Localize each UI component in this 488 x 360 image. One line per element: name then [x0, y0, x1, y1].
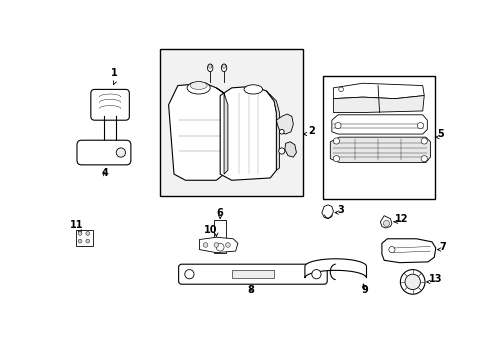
Polygon shape — [333, 83, 424, 99]
Polygon shape — [199, 237, 238, 253]
Circle shape — [388, 247, 394, 253]
Text: 3: 3 — [337, 204, 343, 215]
Circle shape — [333, 156, 339, 162]
Circle shape — [225, 243, 230, 247]
Polygon shape — [266, 91, 279, 170]
Polygon shape — [333, 95, 424, 112]
Circle shape — [311, 270, 321, 279]
FancyBboxPatch shape — [77, 140, 131, 165]
Bar — [214, 220, 226, 253]
Circle shape — [333, 138, 339, 144]
Polygon shape — [168, 83, 224, 180]
Polygon shape — [276, 114, 293, 134]
Polygon shape — [305, 259, 366, 278]
Circle shape — [334, 122, 341, 129]
Circle shape — [400, 270, 424, 294]
Bar — [231, 270, 274, 278]
Circle shape — [416, 122, 423, 129]
FancyBboxPatch shape — [91, 89, 129, 120]
Polygon shape — [216, 88, 227, 174]
Ellipse shape — [244, 85, 262, 94]
Bar — [322, 76, 434, 199]
Polygon shape — [331, 115, 427, 134]
Text: 6: 6 — [216, 208, 223, 219]
Ellipse shape — [207, 64, 212, 72]
Polygon shape — [220, 86, 276, 180]
Circle shape — [86, 231, 89, 235]
Circle shape — [86, 239, 89, 243]
Circle shape — [78, 231, 82, 235]
Text: 7: 7 — [439, 242, 446, 252]
Circle shape — [278, 148, 285, 154]
Text: 10: 10 — [204, 225, 217, 235]
FancyBboxPatch shape — [178, 264, 326, 284]
Text: 12: 12 — [394, 214, 407, 224]
Circle shape — [116, 148, 125, 157]
Polygon shape — [381, 239, 435, 263]
Bar — [76, 230, 93, 247]
Text: 13: 13 — [428, 274, 442, 284]
Text: 1: 1 — [111, 68, 118, 77]
Ellipse shape — [208, 64, 211, 68]
Text: 5: 5 — [436, 129, 443, 139]
Circle shape — [214, 243, 218, 247]
Text: 9: 9 — [361, 285, 367, 296]
Circle shape — [338, 87, 343, 92]
Text: 8: 8 — [247, 285, 254, 296]
Polygon shape — [329, 137, 429, 163]
Circle shape — [420, 138, 427, 144]
Circle shape — [383, 220, 389, 226]
Circle shape — [78, 239, 82, 243]
Polygon shape — [321, 205, 333, 219]
Ellipse shape — [190, 82, 207, 89]
Circle shape — [184, 270, 194, 279]
Text: 11: 11 — [69, 220, 83, 230]
Circle shape — [279, 130, 284, 134]
Polygon shape — [380, 216, 391, 228]
Circle shape — [420, 156, 427, 162]
Text: 2: 2 — [308, 126, 315, 136]
Circle shape — [404, 274, 420, 289]
Circle shape — [216, 243, 224, 251]
Bar — [160, 49, 302, 195]
Polygon shape — [285, 142, 296, 157]
Text: 4: 4 — [101, 168, 108, 177]
Circle shape — [203, 243, 207, 247]
Ellipse shape — [221, 64, 226, 72]
Ellipse shape — [187, 82, 210, 94]
Ellipse shape — [222, 64, 225, 68]
